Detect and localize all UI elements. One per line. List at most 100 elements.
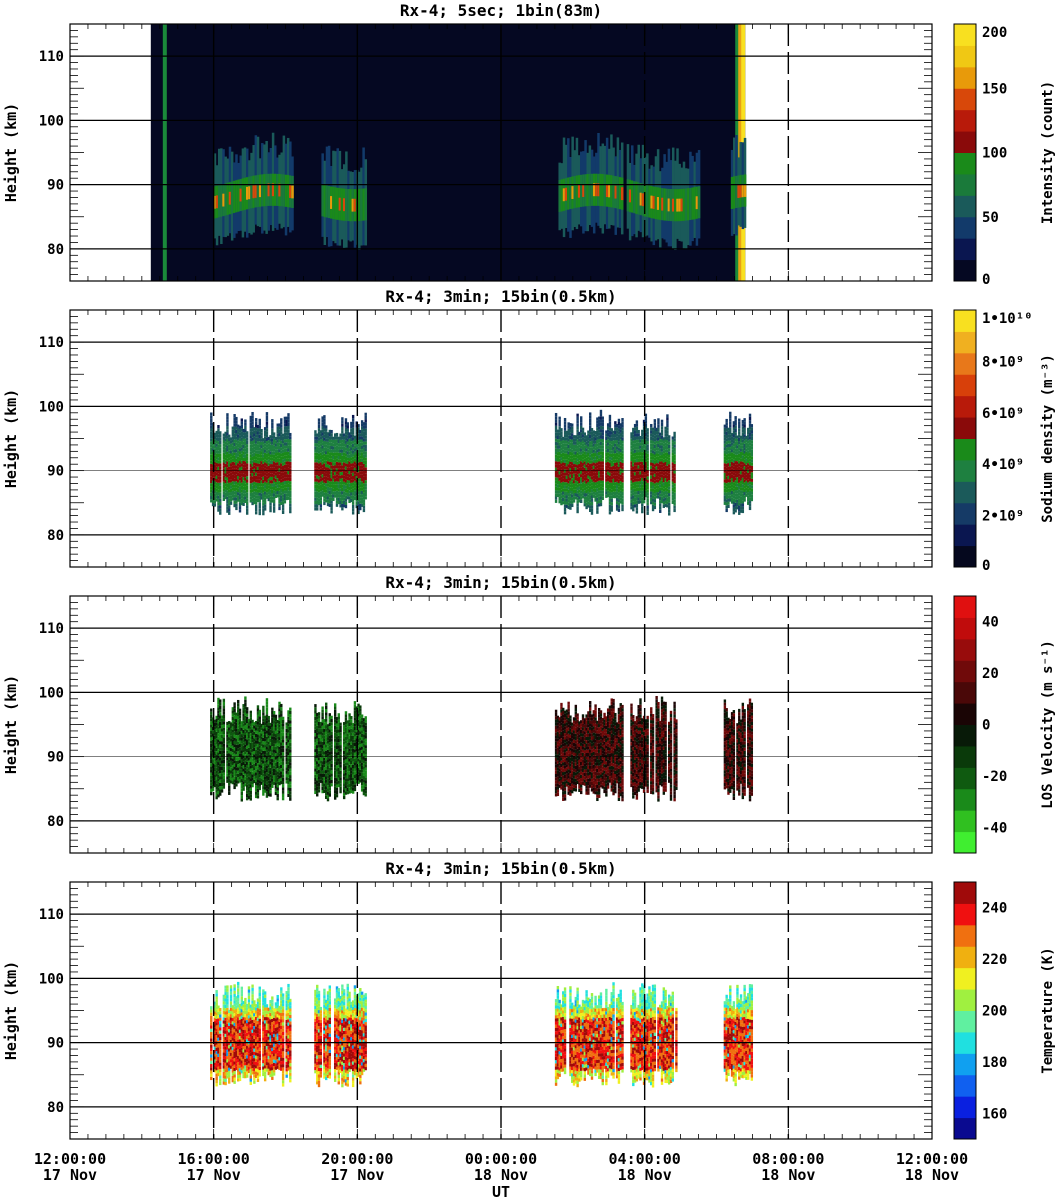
data-cell: [730, 481, 734, 485]
data-cell: [610, 447, 613, 451]
data-cell: [660, 442, 664, 446]
data-cell: [355, 501, 358, 505]
data-cell: [580, 438, 583, 442]
data-cell: [285, 468, 288, 472]
y-axis-label: Height (km): [2, 103, 20, 202]
data-cell: [610, 479, 613, 483]
data-cell: [357, 491, 360, 495]
data-cell: [238, 509, 242, 513]
data-cell: [558, 422, 561, 427]
data-cell: [729, 427, 732, 431]
data-cell: [323, 495, 326, 499]
data-cell: [644, 416, 648, 421]
data-cell: [215, 488, 218, 492]
data-cell: [734, 419, 737, 423]
data-cell: [730, 442, 734, 446]
data-cell: [231, 742, 235, 746]
data-cell: [596, 488, 599, 492]
data-cell: [655, 482, 658, 486]
data-cell: [233, 439, 236, 443]
data-cell: [727, 501, 730, 505]
data-cell: [597, 467, 601, 472]
data-cell: [245, 453, 249, 457]
intensity-peak: [254, 184, 258, 198]
data-cell: [285, 442, 288, 446]
data-cell: [238, 448, 242, 452]
data-cell: [571, 484, 574, 488]
data-cell: [224, 454, 227, 458]
intensity-core: [334, 187, 337, 220]
data-cell: [285, 426, 288, 430]
data-cell: [213, 480, 217, 485]
data-cell: [231, 777, 235, 782]
data-cell: [235, 776, 238, 781]
data-cell: [621, 440, 624, 444]
data-cell: [276, 449, 279, 453]
data-cell: [235, 728, 238, 732]
data-cell: [610, 492, 613, 496]
data-cell: [585, 448, 588, 452]
data-cell: [319, 439, 323, 444]
data-cell: [736, 477, 739, 481]
data-cell: [335, 439, 339, 443]
data-cell: [571, 503, 574, 508]
data-cell: [242, 460, 245, 465]
data-cell: [657, 437, 660, 441]
data-cell: [732, 462, 736, 467]
data-cell: [580, 454, 583, 459]
data-cell: [233, 487, 236, 492]
data-cell: [217, 473, 220, 477]
data-cell: [233, 721, 236, 725]
data-cell: [256, 463, 260, 467]
intensity-core: [362, 188, 365, 221]
data-cell: [219, 766, 222, 771]
data-cell: [215, 796, 218, 800]
data-cell: [597, 496, 601, 501]
data-cell: [633, 475, 637, 479]
data-cell: [578, 480, 581, 484]
data-cell: [723, 453, 727, 457]
data-cell: [606, 474, 610, 478]
data-cell: [242, 451, 245, 455]
data-cell: [732, 459, 736, 463]
data-cell: [560, 482, 563, 486]
data-cell: [348, 470, 351, 475]
data-cell: [245, 508, 249, 512]
data-cell: [323, 424, 326, 428]
data-cell: [556, 432, 560, 437]
data-cell: [732, 421, 736, 425]
data-cell: [562, 472, 565, 476]
data-cell: [585, 464, 588, 468]
data-cell: [581, 475, 585, 480]
data-cell: [606, 448, 610, 453]
data-cell: [245, 716, 249, 721]
data-cell: [610, 476, 613, 480]
data-cell: [281, 456, 285, 460]
data-cell: [231, 494, 235, 498]
data-cell: [238, 721, 242, 725]
data-cell: [567, 425, 570, 429]
data-cell: [242, 489, 245, 494]
data-cell: [283, 455, 287, 459]
data-cell: [666, 485, 669, 489]
data-cell: [560, 453, 563, 458]
data-cell: [283, 435, 287, 440]
data-cell: [217, 774, 220, 779]
data-cell: [635, 446, 639, 450]
data-cell: [738, 441, 741, 445]
data-cell: [671, 491, 674, 495]
data-cell: [229, 780, 233, 784]
data-cell: [583, 480, 587, 484]
data-cell: [231, 481, 235, 485]
data-cell: [574, 467, 578, 471]
data-cell: [610, 486, 613, 490]
data-cell: [727, 453, 730, 457]
data-cell: [319, 494, 323, 498]
data-cell: [253, 462, 256, 466]
data-cell: [741, 442, 745, 446]
data-cell: [597, 458, 601, 462]
data-cell: [651, 507, 655, 512]
intensity-peak: [614, 185, 617, 199]
data-cell: [360, 445, 364, 450]
data-cell: [739, 438, 743, 443]
